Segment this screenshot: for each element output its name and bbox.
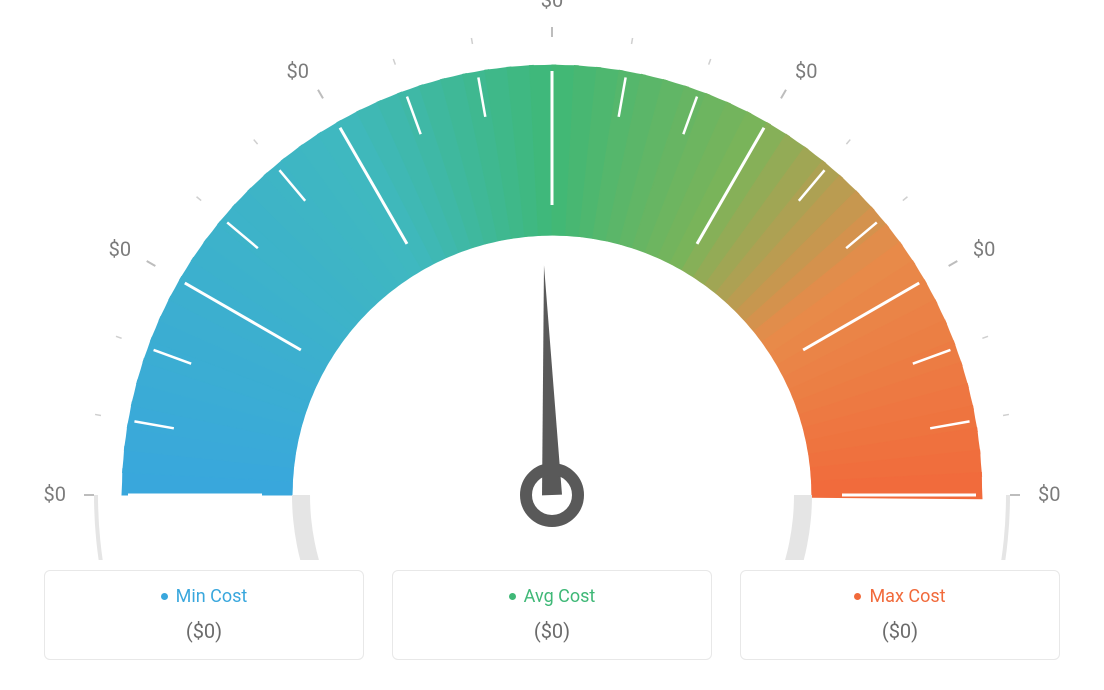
gauge-outer-ring [94,495,1010,560]
legend-card-avg: Avg Cost ($0) [392,570,712,660]
gauge-ring-minor-tick [903,197,908,201]
gauge-tick-label: $0 [1038,482,1060,506]
gauge-ring-minor-tick [197,197,202,201]
legend-value-avg: ($0) [393,619,711,643]
gauge-ring-minor-tick [95,414,101,415]
gauge-ring-tick [147,261,156,266]
gauge-ring-minor-tick [982,336,988,338]
legend-text-min: Min Cost [176,586,248,607]
legend-label-max: Max Cost [854,586,945,607]
gauge-svg: $0 $0 $0 $0 $0 $0 $0 [0,0,1104,560]
gauge-tick-label: $0 [541,0,563,12]
gauge-ring-tick [949,261,958,266]
gauge-tick-label: $0 [973,237,995,261]
dot-icon [854,593,861,600]
legend-label-min: Min Cost [161,586,248,607]
dot-icon [509,593,516,600]
gauge-chart: $0 $0 $0 $0 $0 $0 $0 [0,0,1104,560]
gauge-ring-minor-tick [632,38,633,44]
gauge-ring-minor-tick [254,140,258,145]
legend-value-max: ($0) [741,619,1059,643]
legend-value-min: ($0) [45,619,363,643]
gauge-ring-minor-tick [393,59,395,65]
legend-card-max: Max Cost ($0) [740,570,1060,660]
gauge-ring-minor-tick [709,59,711,65]
gauge-tick-label: $0 [287,59,309,83]
dot-icon [161,593,168,600]
legend-label-avg: Avg Cost [509,586,596,607]
gauge-ring-minor-tick [471,38,472,44]
legend-row: Min Cost ($0) Avg Cost ($0) Max Cost ($0… [0,560,1104,660]
legend-text-max: Max Cost [869,586,945,607]
gauge-ring-tick [781,90,786,99]
gauge-tick-label: $0 [109,237,131,261]
gauge-ring-minor-tick [116,336,122,338]
gauge-needle [542,265,562,495]
legend-text-avg: Avg Cost [524,586,596,607]
gauge-ring-minor-tick [846,140,850,145]
legend-card-min: Min Cost ($0) [44,570,364,660]
gauge-tick-label: $0 [795,59,817,83]
gauge-tick-label: $0 [44,482,66,506]
gauge-ring-tick [318,90,323,99]
gauge-inner-band [292,495,812,560]
gauge-ring-minor-tick [1003,414,1009,415]
